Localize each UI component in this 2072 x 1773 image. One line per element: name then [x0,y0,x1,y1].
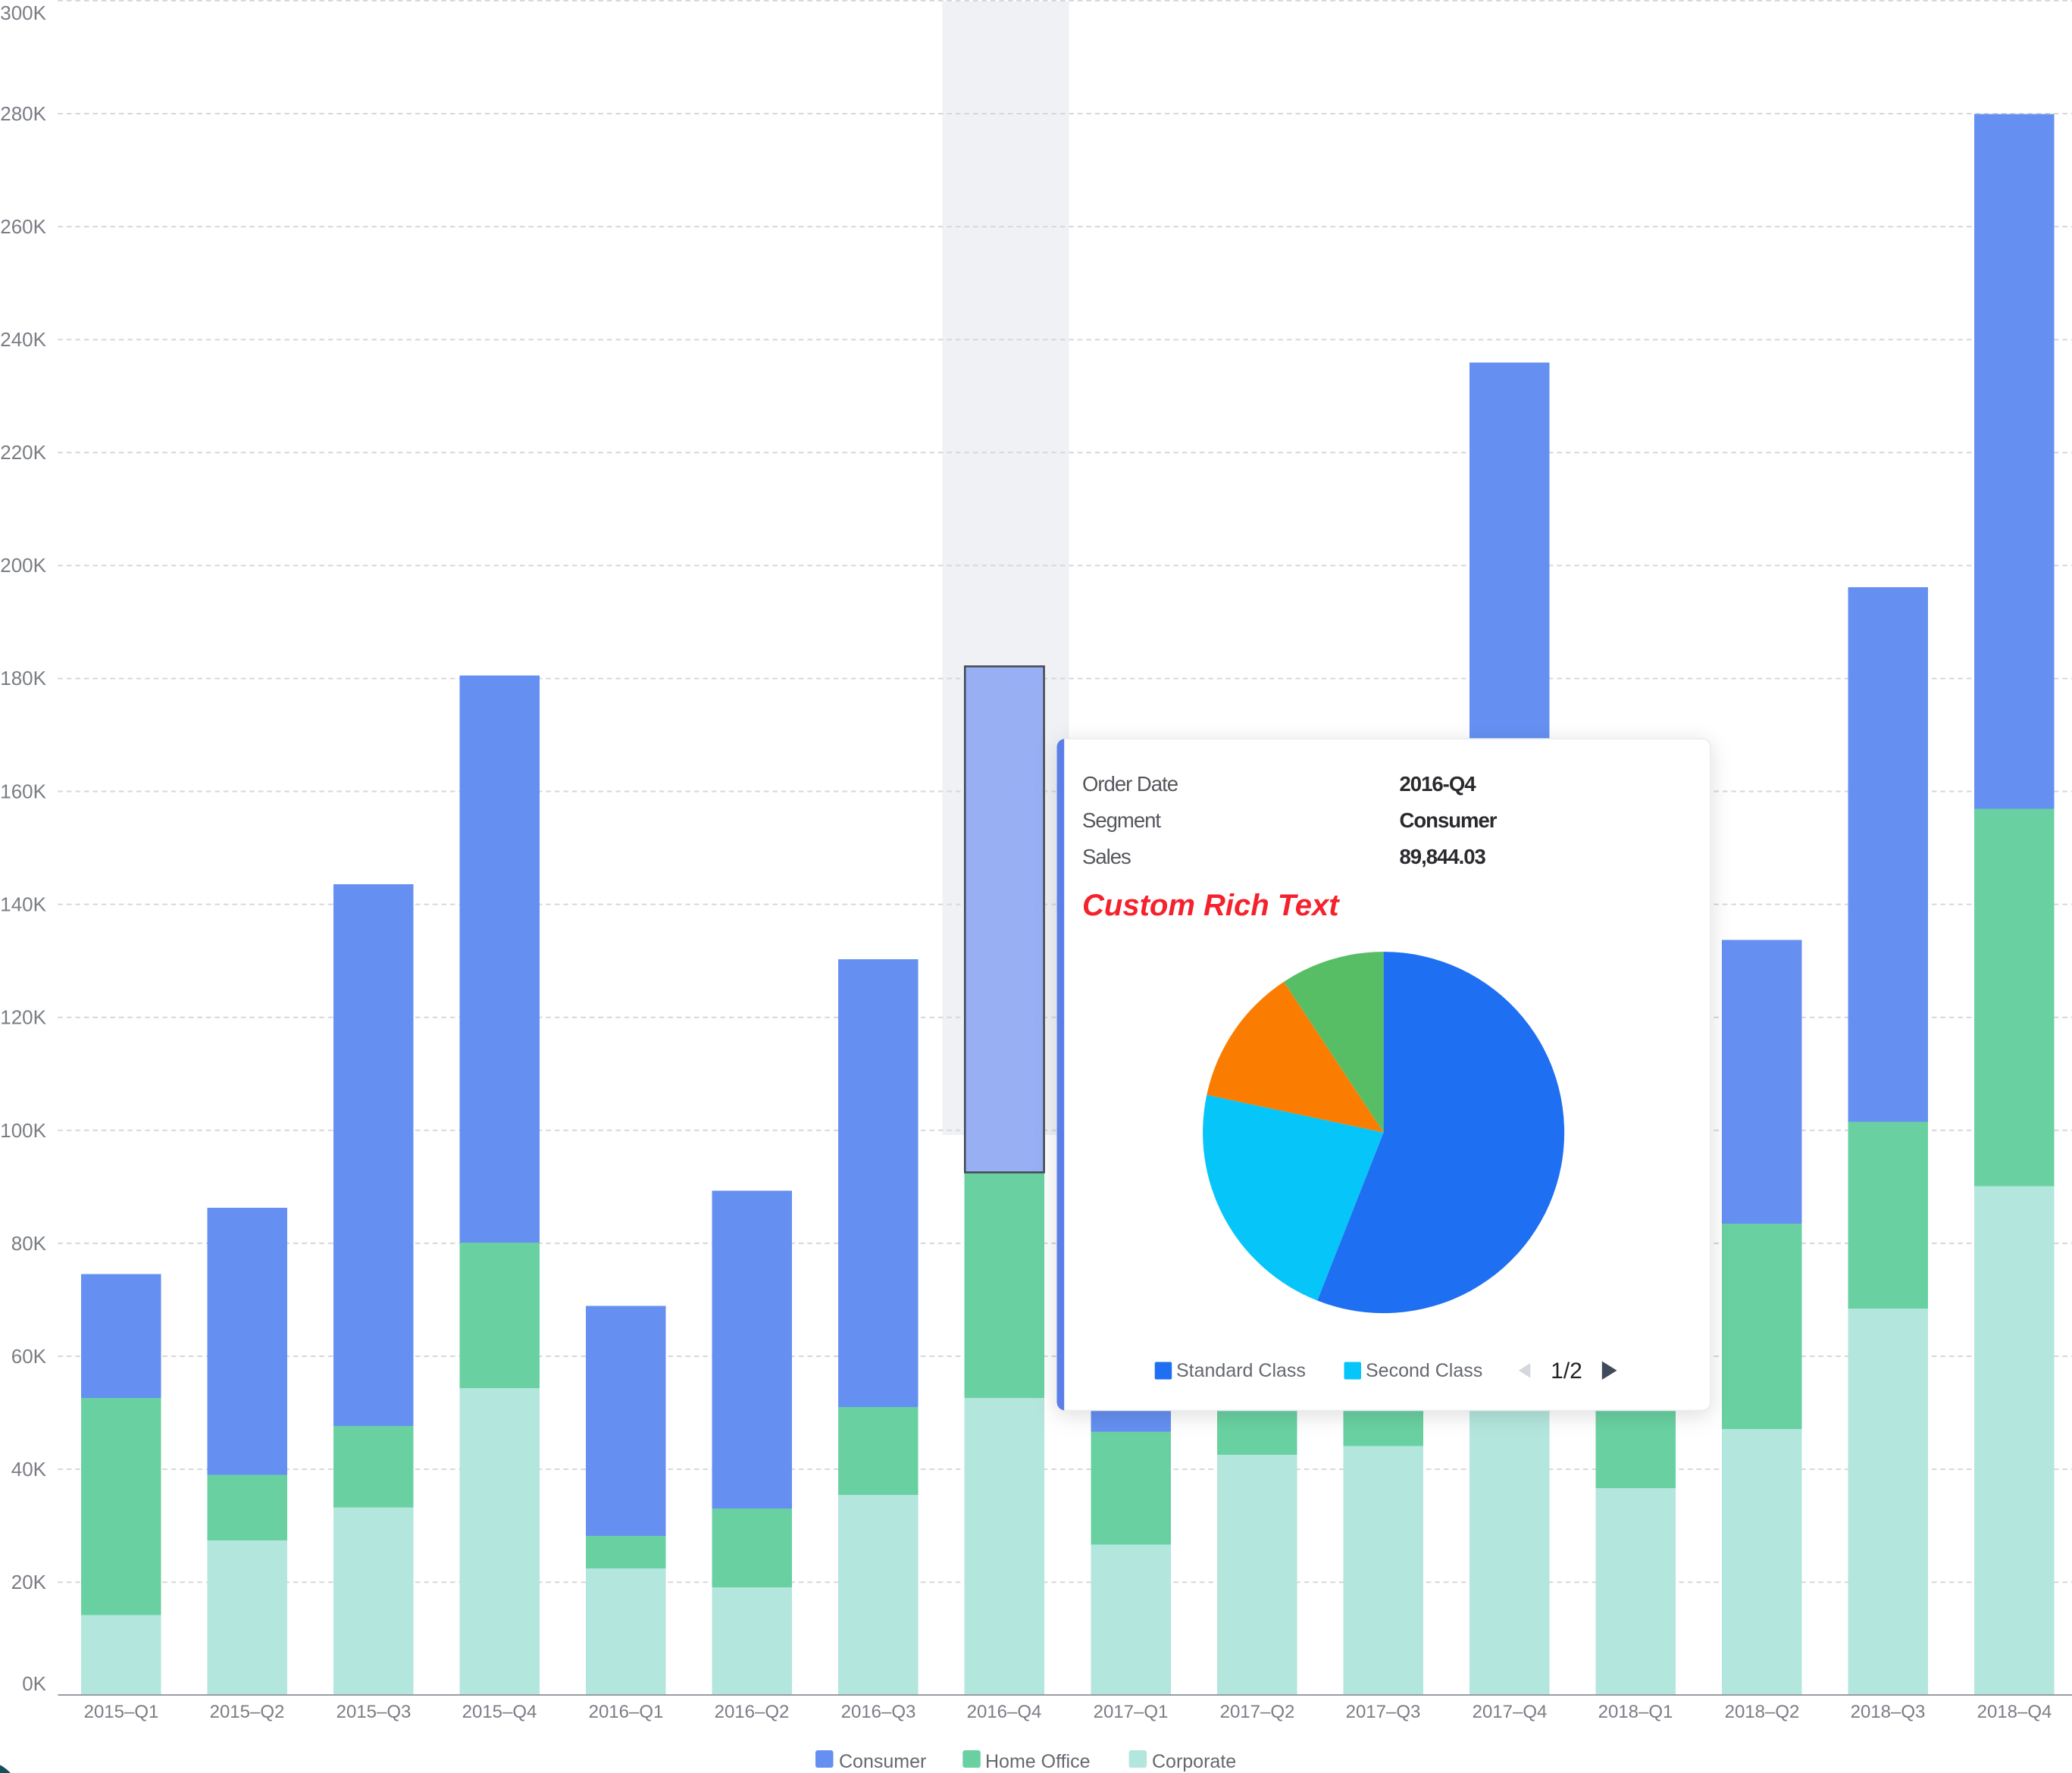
svg-text:300K: 300K [0,2,46,24]
svg-text:2016–Q1: 2016–Q1 [589,1702,664,1722]
svg-text:160K: 160K [0,780,46,803]
svg-text:2016–Q3: 2016–Q3 [841,1702,916,1722]
svg-text:2016–Q4: 2016–Q4 [967,1702,1042,1722]
svg-text:40K: 40K [11,1458,47,1481]
svg-text:2017–Q4: 2017–Q4 [1473,1702,1548,1722]
svg-text:2017–Q3: 2017–Q3 [1346,1702,1421,1722]
svg-text:280K: 280K [0,102,46,125]
svg-text:Standard Class: Standard Class [1176,1360,1306,1381]
svg-text:2017–Q1: 2017–Q1 [1094,1702,1169,1722]
svg-text:200K: 200K [0,554,46,577]
svg-text:2015–Q2: 2015–Q2 [210,1702,285,1722]
svg-text:180K: 180K [0,667,46,690]
svg-text:220K: 220K [0,441,46,464]
svg-text:Consumer: Consumer [839,1751,926,1772]
svg-text:240K: 240K [0,328,46,351]
svg-text:Order Date: Order Date [1082,772,1178,796]
svg-text:2018–Q2: 2018–Q2 [1725,1702,1800,1722]
svg-text:2018–Q4: 2018–Q4 [1977,1702,2052,1722]
svg-text:2015–Q1: 2015–Q1 [84,1702,159,1722]
svg-text:Corporate: Corporate [1152,1751,1236,1772]
svg-text:60K: 60K [11,1345,47,1368]
svg-text:2015–Q3: 2015–Q3 [336,1702,412,1722]
svg-text:89,844.03: 89,844.03 [1400,845,1486,868]
svg-text:260K: 260K [0,215,46,238]
svg-text:Consumer: Consumer [1400,808,1498,832]
svg-text:2018–Q1: 2018–Q1 [1598,1702,1673,1722]
svg-text:20K: 20K [11,1571,47,1593]
svg-text:1/2: 1/2 [1551,1359,1582,1384]
svg-text:Second Class: Second Class [1366,1360,1482,1381]
svg-text:2016–Q2: 2016–Q2 [715,1702,790,1722]
svg-text:120K: 120K [0,1006,46,1029]
svg-text:Segment: Segment [1082,808,1161,832]
svg-text:2015–Q4: 2015–Q4 [462,1702,537,1722]
svg-text:0K: 0K [22,1672,46,1695]
svg-text:2017–Q2: 2017–Q2 [1220,1702,1295,1722]
svg-text:Home Office: Home Office [985,1751,1090,1772]
svg-text:Sales: Sales [1082,845,1131,868]
svg-text:Custom Rich Text: Custom Rich Text [1082,889,1340,922]
svg-text:2018–Q3: 2018–Q3 [1851,1702,1926,1722]
svg-text:2016-Q4: 2016-Q4 [1400,772,1477,796]
svg-text:100K: 100K [0,1119,46,1142]
svg-text:80K: 80K [11,1232,47,1255]
svg-text:140K: 140K [0,893,46,916]
